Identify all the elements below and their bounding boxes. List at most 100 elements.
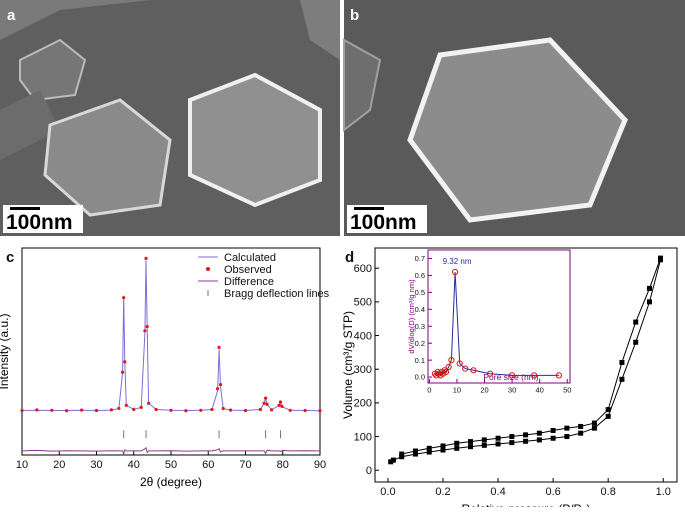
data-point	[605, 407, 611, 413]
data-point	[117, 406, 121, 411]
data-point	[454, 445, 460, 451]
data-point	[468, 444, 474, 450]
data-point	[509, 434, 515, 440]
data-point	[456, 360, 463, 367]
data-point	[646, 299, 652, 305]
data-point	[184, 409, 188, 413]
data-point	[564, 434, 570, 440]
panel-label: c	[6, 249, 14, 266]
series-line	[21, 260, 321, 412]
data-point	[531, 372, 538, 379]
data-point	[508, 372, 516, 379]
data-point	[143, 329, 147, 333]
data-point	[564, 425, 570, 431]
data-point	[132, 407, 136, 412]
plot-frame	[427, 249, 571, 384]
data-point	[523, 432, 529, 438]
scale-bar-label: 100nm	[350, 211, 417, 234]
y-tick-label: 0.1	[415, 356, 425, 365]
y-tick-label: 200	[354, 398, 372, 410]
data-point	[258, 407, 262, 412]
data-point	[481, 437, 487, 443]
data-point	[120, 370, 125, 374]
legend-label: Bragg deflection lines	[224, 288, 330, 300]
data-point	[555, 372, 563, 379]
data-point	[448, 357, 455, 364]
data-point	[80, 408, 84, 412]
data-point	[199, 408, 203, 412]
data-point	[495, 435, 501, 441]
y-tick-label: 600	[354, 263, 372, 275]
x-tick-label: 20	[480, 386, 488, 395]
data-point	[633, 339, 639, 345]
series-line	[390, 259, 661, 463]
x-axis-label: Relative pressure (P/P₀)	[461, 502, 590, 507]
y-tick-label: 0	[366, 465, 372, 477]
data-point	[65, 409, 69, 413]
data-point	[264, 396, 268, 400]
x-tick-label: 0.8	[601, 486, 616, 498]
data-point	[412, 451, 418, 457]
x-tick-label: 80	[277, 459, 289, 471]
x-tick-label: 0.6	[545, 486, 560, 498]
data-point	[147, 401, 151, 405]
y-axis-label: Intensity (a.u.)	[0, 313, 11, 389]
sem-image-a: a 100nm	[0, 0, 340, 236]
data-point	[243, 408, 248, 413]
y-tick-label: 0.5	[415, 288, 425, 297]
data-point	[169, 408, 173, 412]
data-point	[399, 454, 405, 460]
data-point	[145, 325, 149, 329]
legend-swatch	[206, 267, 210, 271]
y-tick-label: 500	[354, 297, 372, 309]
x-tick-label: 10	[453, 386, 461, 395]
data-point	[123, 360, 127, 364]
annotation: 9.32 nm	[443, 257, 472, 266]
data-point	[122, 296, 126, 300]
data-point	[550, 435, 556, 441]
data-point	[154, 407, 158, 412]
x-tick-label: 1.0	[656, 486, 671, 498]
y-tick-label: 400	[354, 330, 372, 342]
x-tick-label: 70	[239, 459, 251, 471]
data-point	[646, 285, 652, 291]
series-line	[434, 271, 559, 377]
data-point	[210, 407, 214, 412]
data-point	[412, 448, 418, 454]
data-point	[605, 413, 611, 419]
panel-label: b	[350, 7, 359, 24]
panel-label: a	[7, 7, 16, 24]
sem-image-b: b 100nm	[343, 0, 685, 236]
data-point	[262, 401, 266, 405]
y-tick-label: 0.7	[415, 254, 425, 263]
data-point	[109, 408, 113, 412]
data-point	[426, 449, 432, 455]
data-point	[217, 345, 221, 349]
data-point	[426, 445, 432, 451]
data-point	[481, 442, 487, 448]
y-axis-label: Volume (cm³/g STP)	[341, 311, 355, 419]
data-point	[591, 425, 597, 431]
data-point	[468, 439, 474, 445]
x-tick-label: 90	[314, 459, 326, 471]
y-tick-label: 0.0	[415, 373, 425, 382]
y-tick-label: 0.3	[415, 322, 425, 331]
data-point	[139, 405, 143, 409]
data-point	[318, 409, 322, 413]
x-tick-label: 0.4	[490, 486, 505, 498]
data-point	[440, 447, 446, 453]
data-point	[578, 423, 584, 429]
data-point	[144, 256, 148, 260]
data-point	[388, 459, 394, 465]
y-axis-label: dV/dlog(D) (cm³/g nm)	[407, 279, 416, 354]
data-point	[509, 440, 515, 446]
data-point	[462, 365, 469, 372]
legend-label: Calculated	[224, 252, 276, 264]
x-tick-label: 40	[128, 459, 140, 471]
series-line	[21, 446, 321, 456]
data-point	[20, 408, 24, 413]
x-tick-label: 20	[53, 459, 65, 471]
data-point	[94, 408, 99, 413]
x-tick-label: 0	[427, 386, 431, 395]
